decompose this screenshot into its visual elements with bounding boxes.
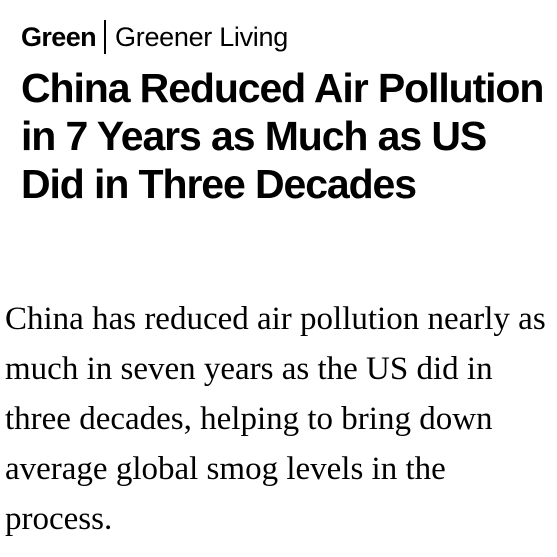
section-link[interactable]: Green (21, 21, 97, 52)
article-dek: China has reduced air pollution nearly a… (5, 301, 546, 537)
section-kicker: Green Greener Living (21, 18, 288, 56)
article-headline[interactable]: China Reduced Air Pollution in 7 Years a… (21, 65, 544, 207)
kicker-divider (104, 20, 107, 54)
subsection-link[interactable]: Greener Living (115, 21, 288, 52)
